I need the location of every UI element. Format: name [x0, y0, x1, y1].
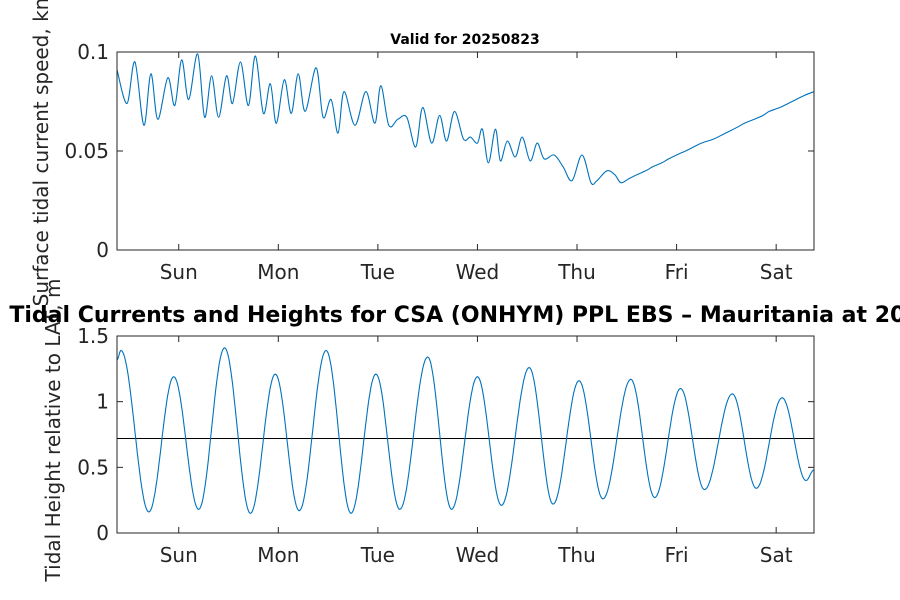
tidal-height-ytick-label: 0	[96, 521, 109, 545]
tidal-height-xtick-label: Thu	[557, 543, 596, 567]
tidal-height-ytick-label: 1.5	[77, 324, 109, 348]
valid-title: Valid for 20250823	[390, 32, 539, 48]
tidal-height-ylabel: Tidal Height relative to LAT, m	[41, 279, 65, 583]
tidal-height-xtick-label: Tue	[360, 543, 395, 567]
current-speed-xtick-label: Sat	[760, 260, 793, 284]
current-speed-line	[116, 53, 815, 186]
tidal-height-xtick-label: Fri	[665, 543, 689, 567]
current-speed-ylabel: Surface tidal current speed, kn	[29, 0, 53, 306]
tidal-height-ytick-label: 1	[96, 390, 109, 414]
tidal-height-axes-box	[116, 335, 815, 534]
current-speed-axes: 0 0.05 0.1 Sun Mon Tue Wed Thu Fri Sat	[64, 40, 815, 284]
current-speed-ytick-label: 0	[96, 238, 109, 262]
tidal-height-xtick-label: Mon	[257, 543, 299, 567]
current-speed-xtick-label: Wed	[456, 260, 500, 284]
tidal-height-line	[116, 347, 814, 514]
current-speed-xtick-label: Sun	[160, 260, 198, 284]
current-speed-xtick-label: Thu	[557, 260, 596, 284]
tidal-height-axes: 0 0.5 1 1.5 Sun Mon Tue Wed Thu Fri Sat	[77, 324, 815, 567]
current-speed-xtick-label: Mon	[257, 260, 299, 284]
current-speed-ytick-label: 0.05	[64, 139, 109, 163]
tidal-height-xtick-label: Sat	[760, 543, 793, 567]
current-speed-ytick-label: 0.1	[77, 40, 109, 64]
tidal-height-ytick-label: 0.5	[77, 455, 109, 479]
current-speed-plot-area	[117, 52, 814, 250]
tidal-height-panel: 0 0.5 1 1.5 Sun Mon Tue Wed Thu Fri Sat Tidal Heig…	[41, 279, 815, 583]
current-speed-panel: Valid for 20250823 0 0.05 0.1 Sun Mon Tue Wed T…	[29, 0, 815, 306]
current-speed-xtick-label: Fri	[665, 260, 689, 284]
main-title: Tidal Currents and Heights for CSA (ONHY…	[9, 303, 900, 328]
current-speed-xtick-label: Tue	[360, 260, 395, 284]
tidal-height-xtick-label: Wed	[456, 543, 500, 567]
tidal-height-xtick-label: Sun	[160, 543, 198, 567]
